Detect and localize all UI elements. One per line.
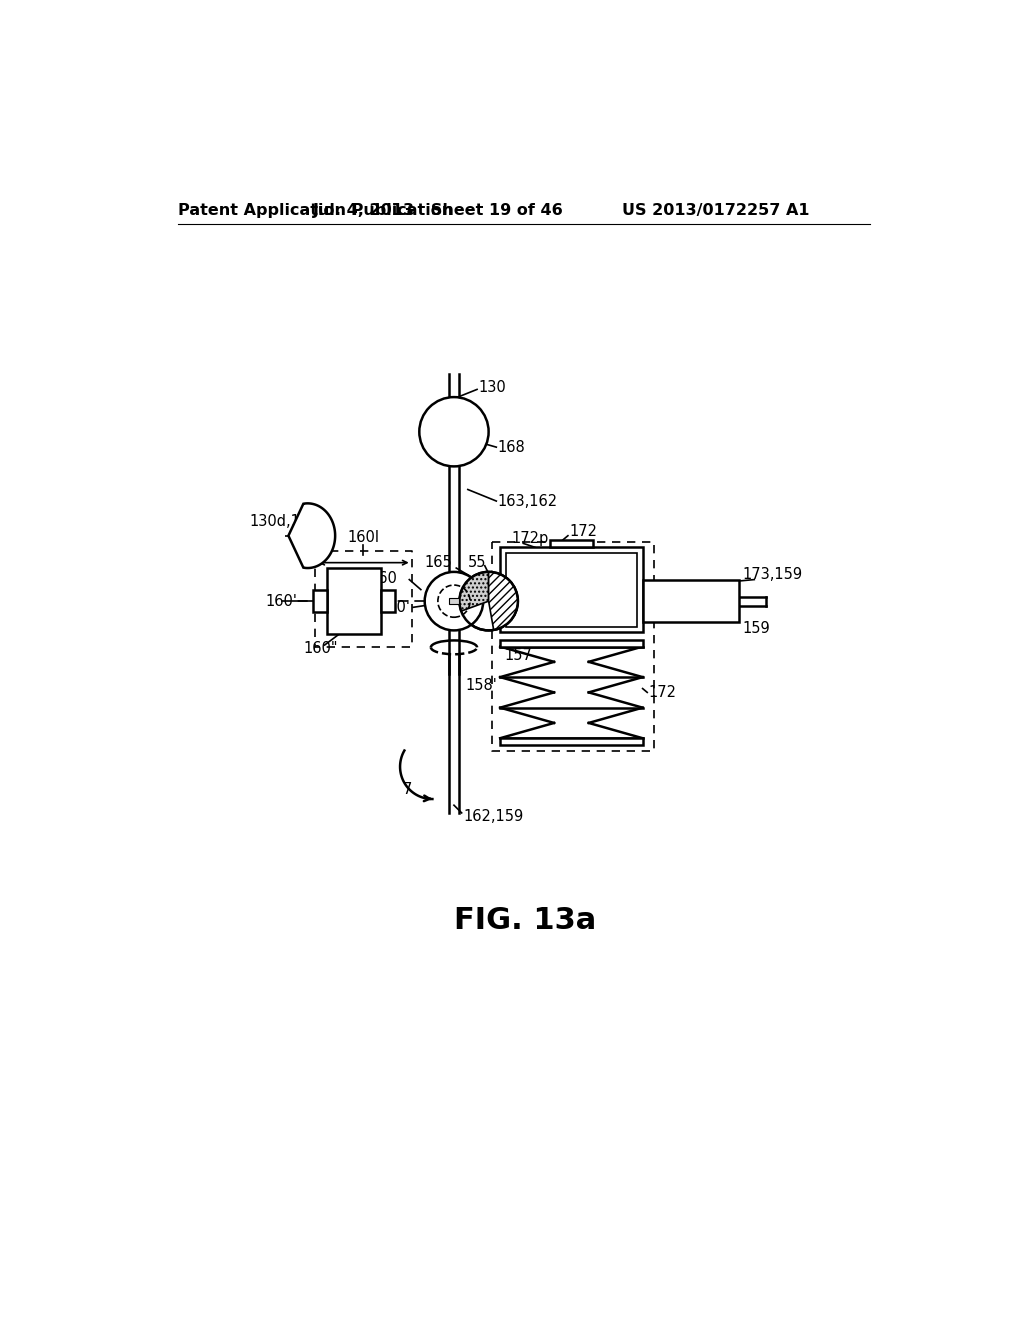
Text: 173,159: 173,159 [742, 566, 803, 582]
Text: US 2013/0172257 A1: US 2013/0172257 A1 [622, 203, 809, 218]
Text: 160": 160" [304, 642, 338, 656]
Text: 162,159: 162,159 [463, 809, 523, 824]
Text: 168: 168 [498, 440, 525, 454]
Text: 157: 157 [504, 648, 531, 663]
Text: 158': 158' [466, 678, 498, 693]
Polygon shape [289, 503, 335, 568]
Text: Patent Application Publication: Patent Application Publication [178, 203, 454, 218]
Bar [313, 590, 327, 612]
Text: 160l: 160l [347, 529, 380, 545]
Text: 172: 172 [649, 685, 677, 700]
Bar [327, 569, 381, 634]
Circle shape [419, 397, 488, 466]
Circle shape [425, 572, 483, 631]
Bar [449, 598, 460, 605]
Text: 130: 130 [478, 380, 506, 396]
Bar [506, 553, 637, 627]
Text: 159: 159 [742, 620, 770, 636]
Text: 160': 160' [265, 594, 297, 609]
Text: 7: 7 [403, 783, 413, 797]
Text: 163,162: 163,162 [498, 494, 558, 508]
Text: FIG. 13a: FIG. 13a [454, 907, 596, 935]
Text: Jul. 4, 2013   Sheet 19 of 46: Jul. 4, 2013 Sheet 19 of 46 [313, 203, 564, 218]
Bar [500, 738, 643, 744]
Text: 160': 160' [379, 599, 411, 615]
Bar [381, 590, 394, 612]
Text: 172: 172 [569, 524, 597, 540]
Polygon shape [460, 572, 488, 611]
Text: 165: 165 [425, 556, 453, 570]
Circle shape [460, 572, 518, 631]
Text: 55: 55 [468, 556, 486, 570]
Bar [643, 579, 739, 622]
Text: 160: 160 [370, 570, 397, 586]
Bar [500, 548, 643, 632]
Text: 172p: 172p [512, 531, 549, 545]
Bar [500, 640, 643, 647]
Bar [550, 540, 593, 548]
Polygon shape [488, 572, 518, 630]
Text: 130d,130s: 130d,130s [250, 515, 327, 529]
